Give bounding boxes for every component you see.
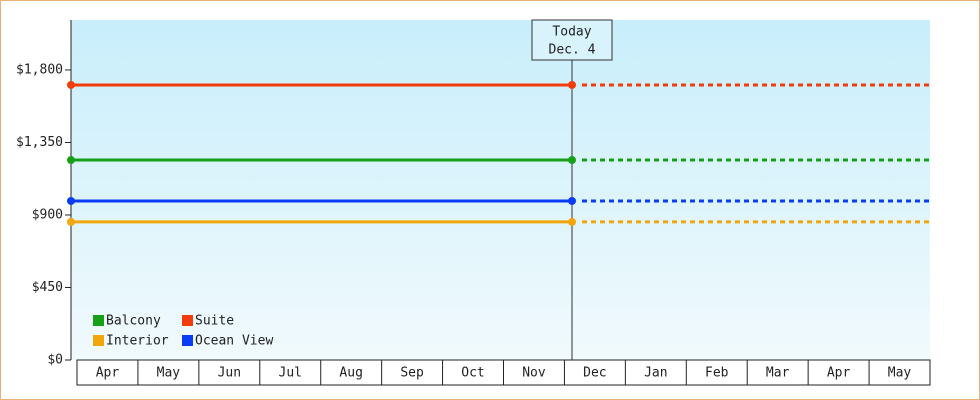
- legend-label: Ocean View: [195, 334, 273, 349]
- plot-area: [71, 20, 930, 360]
- legend-swatch: [93, 335, 104, 346]
- point: [568, 80, 576, 89]
- x-tick-label: Sep: [400, 366, 424, 381]
- point: [67, 156, 75, 165]
- x-tick-label: Dec: [583, 366, 606, 381]
- y-tick-label: $900: [32, 207, 63, 222]
- x-tick-label: Jul: [279, 366, 302, 381]
- point: [67, 80, 75, 89]
- today-box: [531, 19, 613, 61]
- y-tick-label: $1,800: [16, 62, 63, 77]
- legend-label: Balcony: [106, 314, 161, 329]
- legend-swatch: [182, 335, 193, 346]
- x-tick-label: Jun: [218, 366, 241, 381]
- point: [568, 156, 576, 165]
- point: [568, 217, 576, 226]
- legend-swatch: [182, 315, 193, 326]
- x-tick-label: Feb: [705, 366, 729, 381]
- x-tick-label: Oct: [461, 366, 484, 381]
- x-tick-label: Nov: [522, 366, 546, 381]
- today-label: Today: [552, 25, 591, 40]
- point: [568, 196, 576, 205]
- x-tick-label: Mar: [766, 366, 790, 381]
- x-tick-label: Aug: [339, 366, 362, 381]
- point: [67, 196, 75, 205]
- x-tick-label: May: [157, 366, 181, 381]
- x-tick-label: Jan: [644, 366, 667, 381]
- y-tick-label: $0: [47, 353, 63, 368]
- y-tick-label: $450: [32, 280, 63, 295]
- x-tick-label: Apr: [827, 366, 851, 381]
- point: [67, 217, 75, 226]
- legend-swatch: [93, 315, 104, 326]
- x-tick-label: May: [888, 366, 912, 381]
- legend-label: Suite: [195, 314, 234, 329]
- x-tick-label: Apr: [96, 366, 120, 381]
- y-tick-label: $1,350: [16, 135, 63, 150]
- legend-label: Interior: [106, 334, 169, 349]
- today-label: Dec. 4: [549, 43, 596, 58]
